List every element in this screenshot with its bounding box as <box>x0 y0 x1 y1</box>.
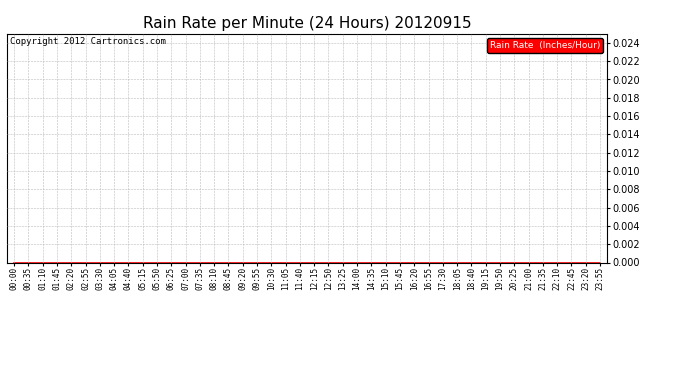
Rain Rate  (Inches/Hour) <box>81 260 90 265</box>
Rain Rate  (Inches/Hour) <box>124 260 132 265</box>
Rain Rate  (Inches/Hour) <box>253 260 262 265</box>
Rain Rate  (Inches/Hour) <box>210 260 218 265</box>
Rain Rate  (Inches/Hour) <box>10 260 18 265</box>
Rain Rate  (Inches/Hour) <box>282 260 290 265</box>
Rain Rate  (Inches/Hour) <box>496 260 504 265</box>
Rain Rate  (Inches/Hour) <box>324 260 333 265</box>
Rain Rate  (Inches/Hour) <box>396 260 404 265</box>
Rain Rate  (Inches/Hour) <box>267 260 275 265</box>
Rain Rate  (Inches/Hour) <box>510 260 518 265</box>
Rain Rate  (Inches/Hour) <box>181 260 190 265</box>
Rain Rate  (Inches/Hour) <box>39 260 47 265</box>
Rain Rate  (Inches/Hour) <box>67 260 75 265</box>
Text: Copyright 2012 Cartronics.com: Copyright 2012 Cartronics.com <box>10 37 166 46</box>
Rain Rate  (Inches/Hour) <box>139 260 147 265</box>
Rain Rate  (Inches/Hour) <box>353 260 362 265</box>
Rain Rate  (Inches/Hour) <box>453 260 462 265</box>
Rain Rate  (Inches/Hour) <box>567 260 575 265</box>
Rain Rate  (Inches/Hour) <box>596 260 604 265</box>
Rain Rate  (Inches/Hour) <box>96 260 104 265</box>
Rain Rate  (Inches/Hour) <box>424 260 433 265</box>
Rain Rate  (Inches/Hour) <box>410 260 418 265</box>
Rain Rate  (Inches/Hour) <box>482 260 490 265</box>
Rain Rate  (Inches/Hour) <box>110 260 118 265</box>
Rain Rate  (Inches/Hour) <box>167 260 175 265</box>
Rain Rate  (Inches/Hour) <box>339 260 347 265</box>
Rain Rate  (Inches/Hour) <box>582 260 590 265</box>
Rain Rate  (Inches/Hour) <box>24 260 32 265</box>
Rain Rate  (Inches/Hour) <box>553 260 562 265</box>
Rain Rate  (Inches/Hour) <box>296 260 304 265</box>
Rain Rate  (Inches/Hour) <box>52 260 61 265</box>
Rain Rate  (Inches/Hour) <box>224 260 233 265</box>
Rain Rate  (Inches/Hour) <box>524 260 533 265</box>
Rain Rate  (Inches/Hour) <box>239 260 247 265</box>
Rain Rate  (Inches/Hour) <box>367 260 375 265</box>
Rain Rate  (Inches/Hour) <box>467 260 475 265</box>
Rain Rate  (Inches/Hour) <box>382 260 390 265</box>
Rain Rate  (Inches/Hour) <box>196 260 204 265</box>
Rain Rate  (Inches/Hour) <box>439 260 447 265</box>
Legend: Rain Rate  (Inches/Hour): Rain Rate (Inches/Hour) <box>487 38 602 53</box>
Rain Rate  (Inches/Hour) <box>153 260 161 265</box>
Rain Rate  (Inches/Hour) <box>539 260 547 265</box>
Title: Rain Rate per Minute (24 Hours) 20120915: Rain Rate per Minute (24 Hours) 20120915 <box>143 16 471 31</box>
Rain Rate  (Inches/Hour) <box>310 260 318 265</box>
